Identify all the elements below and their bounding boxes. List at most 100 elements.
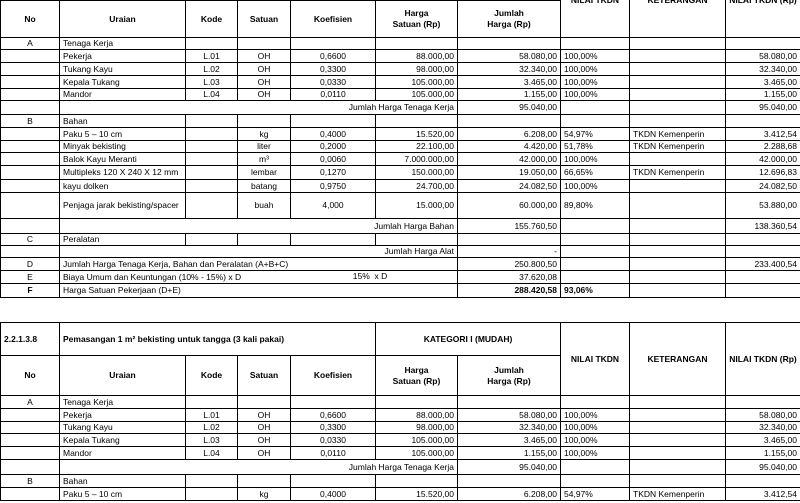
summary-label: Harga Satuan Pekerjaan (D+E) xyxy=(59,283,458,298)
header-cell: NILAI TKDN (Rp) xyxy=(725,322,800,396)
kode-cell: L.03 xyxy=(185,433,238,447)
summary-label: Jumlah Harga Tenaga Kerja, Bahan dan Per… xyxy=(59,257,458,271)
satuan-cell: OH xyxy=(237,433,291,447)
harga-cell: 88.000,00 xyxy=(375,49,458,63)
jumlah-cell: 288.420,58 xyxy=(457,283,561,298)
empty-cell xyxy=(185,165,238,180)
jumlah-cell: 58.080,00 xyxy=(457,49,561,63)
uraian-cell: Pekerja xyxy=(59,49,186,63)
empty-cell xyxy=(629,270,726,284)
nilai-cell: 3.465,00 xyxy=(725,75,800,89)
empty-cell xyxy=(629,62,726,76)
header-cell: No xyxy=(0,0,60,38)
no-cell: B xyxy=(0,474,60,488)
nilai-cell: 95.040,00 xyxy=(725,100,800,115)
nilai-cell: 3.465,00 xyxy=(725,433,800,447)
header-cell: Kode xyxy=(185,0,238,38)
empty-cell xyxy=(0,192,60,219)
uraian-cell: Paku 5 – 10 cm xyxy=(59,487,186,501)
empty-cell xyxy=(629,257,726,271)
nilai-cell: 233.400,54 xyxy=(725,257,800,271)
harga-cell: 88.000,00 xyxy=(375,408,458,422)
tkdn-cell: 100,00% xyxy=(560,179,630,193)
kode-cell: L.04 xyxy=(185,446,238,460)
tkdn-cell: 100,00% xyxy=(560,75,630,89)
tkdn-cell: 100,00% xyxy=(560,446,630,460)
header-cell: Kode xyxy=(185,355,238,396)
harga-cell: 105.000,00 xyxy=(375,433,458,447)
empty-cell xyxy=(0,218,60,234)
header-cell: Jumlah Harga (Rp) xyxy=(457,0,561,38)
tkdn-cell: 89,80% xyxy=(560,192,630,219)
no-cell: D xyxy=(0,257,60,271)
empty-cell xyxy=(185,127,238,141)
jumlah-cell: 19.050,00 xyxy=(457,165,561,180)
empty-cell xyxy=(0,459,60,475)
empty-cell xyxy=(560,100,630,115)
header-cell: Uraian xyxy=(59,0,186,38)
empty-cell xyxy=(629,49,726,63)
empty-cell xyxy=(0,127,60,141)
empty-cell xyxy=(375,395,458,409)
empty-cell xyxy=(0,100,60,115)
empty-cell xyxy=(560,218,630,234)
empty-cell xyxy=(0,75,60,89)
empty-cell xyxy=(629,192,726,219)
koef-cell: 0,4000 xyxy=(290,127,376,141)
nilai-cell: 42.000,00 xyxy=(725,152,800,166)
empty-cell xyxy=(629,433,726,447)
uraian-cell: Tukang Kayu xyxy=(59,62,186,76)
jumlah-cell: 3.465,00 xyxy=(457,433,561,447)
tkdn-cell: 100,00% xyxy=(560,49,630,63)
jumlah-cell: 58.080,00 xyxy=(457,408,561,422)
empty-cell xyxy=(0,179,60,193)
koef-cell: 0,0060 xyxy=(290,152,376,166)
empty-cell xyxy=(237,395,291,409)
uraian-cell: Penjaga jarak bekisting/spacer xyxy=(59,192,186,219)
header-cell: Uraian xyxy=(59,355,186,396)
no-cell: B xyxy=(0,114,60,128)
tkdn-cell: 54,97% xyxy=(560,127,630,141)
header-cell: Satuan xyxy=(237,0,291,38)
nilai-cell: 58.080,00 xyxy=(725,408,800,422)
empty-cell xyxy=(0,487,60,501)
jumlah-cell: 155.760,50 xyxy=(457,218,561,234)
empty-cell xyxy=(185,179,238,193)
harga-cell: 15.520,00 xyxy=(375,127,458,141)
empty-cell xyxy=(629,218,726,234)
harga-cell: 15.000,00 xyxy=(375,192,458,219)
jumlah-cell: 1.155,00 xyxy=(457,446,561,460)
empty-cell xyxy=(0,446,60,460)
empty-cell xyxy=(725,270,800,284)
jumlah-cell: 60.000,00 xyxy=(457,192,561,219)
jumlah-cell: 24.082,50 xyxy=(457,179,561,193)
empty-cell xyxy=(375,114,458,128)
uraian-cell: Multipleks 120 X 240 X 12 mm xyxy=(59,165,186,180)
no-cell: A xyxy=(0,395,60,409)
section-title: Pemasangan 1 m² bekisting untuk tangga (… xyxy=(59,322,376,356)
no-cell: E xyxy=(0,270,60,284)
uraian-cell: Bahan xyxy=(59,114,186,128)
empty-cell xyxy=(185,152,238,166)
koef-cell: 0,1270 xyxy=(290,165,376,180)
no-cell: F xyxy=(0,283,60,298)
empty-cell xyxy=(375,474,458,488)
koef-cell: 0,6600 xyxy=(290,408,376,422)
kode-cell: L.01 xyxy=(185,408,238,422)
koef-cell: 0,6600 xyxy=(290,49,376,63)
empty-cell xyxy=(725,474,800,488)
section-code: 2.2.1.3.8 xyxy=(0,322,60,356)
uraian-cell: Pekerja xyxy=(59,408,186,422)
header-cell: KETERANGAN xyxy=(629,322,726,396)
tkdn-cell: 93,06% xyxy=(560,283,630,298)
header-cell: Harga Satuan (Rp) xyxy=(375,355,458,396)
harga-cell: 105.000,00 xyxy=(375,446,458,460)
harga-cell: 7.000.000,00 xyxy=(375,152,458,166)
uraian-cell: Kepala Tukang xyxy=(59,433,186,447)
empty-cell xyxy=(185,192,238,219)
koef-cell: 4,000 xyxy=(290,192,376,219)
empty-cell xyxy=(185,474,238,488)
tkdn-cell: 100,00% xyxy=(560,433,630,447)
empty-cell xyxy=(290,395,376,409)
